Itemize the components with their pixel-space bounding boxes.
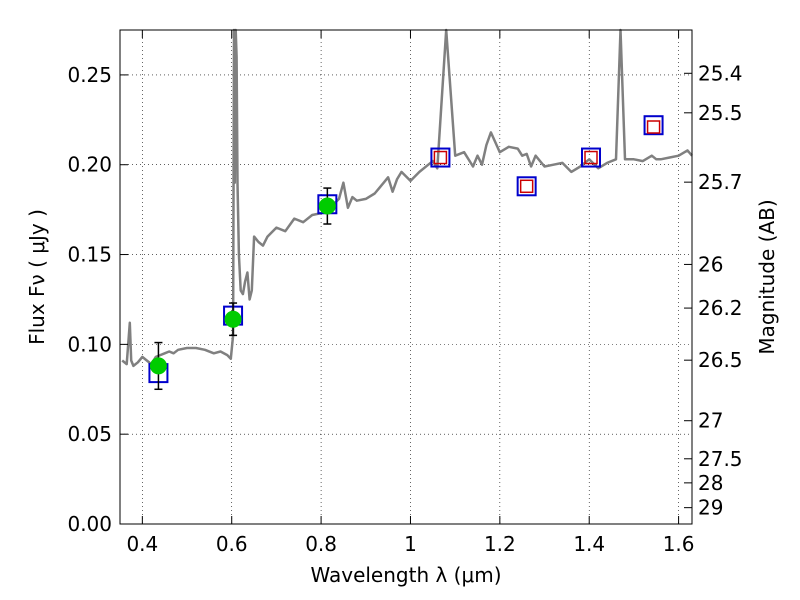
- y-tick-label: 0.15: [67, 243, 112, 267]
- observed-point: [318, 197, 336, 215]
- right-tick-label: 25.7: [698, 170, 743, 194]
- right-tick-label: 26.5: [698, 348, 743, 372]
- right-tick-label: 29: [698, 496, 723, 520]
- model-photometry-point: [430, 147, 451, 168]
- model-spectrum: [121, 28, 693, 368]
- right-tick-label: 28: [698, 471, 723, 495]
- x-tick-label: 1.6: [663, 532, 695, 556]
- model-photometry-point: [643, 115, 664, 136]
- spectrum-line: [121, 28, 693, 368]
- y-axis-left: 0.00 0.05 0.10 0.15 0.20 0.25: [67, 63, 128, 536]
- upper-limit-point: [519, 179, 534, 194]
- right-tick-label: 25.4: [698, 61, 743, 85]
- x-tick-label: 0.8: [305, 532, 337, 556]
- photometry-points: [148, 115, 664, 391]
- x-axis-label: Wavelength λ (μm): [310, 563, 501, 587]
- x-tick-label: 0.4: [126, 532, 158, 556]
- plot-frame: [119, 29, 693, 525]
- y-axis-right-label: Magnitude (AB): [755, 199, 779, 354]
- x-tick-label: 1.2: [484, 532, 516, 556]
- y-tick-label: 0.10: [67, 332, 112, 356]
- right-tick-label: 27: [698, 409, 723, 433]
- observed-point: [224, 310, 242, 328]
- x-axis: 0.4 0.6 0.8 1 1.2 1.4 1.6: [126, 30, 695, 556]
- y-tick-label: 0.05: [67, 422, 112, 446]
- observed-point: [149, 357, 167, 375]
- x-tick-label: 1.4: [573, 532, 605, 556]
- y-tick-label: 0.00: [67, 512, 112, 536]
- right-tick-label: 25.5: [698, 101, 743, 125]
- model-photometry-point: [581, 147, 602, 168]
- model-photometry-point: [516, 176, 537, 197]
- x-tick-label: 1: [404, 532, 417, 556]
- y-tick-label: 0.20: [67, 153, 112, 177]
- y-axis-label: Flux Fν ( μJy ): [25, 209, 49, 345]
- upper-limit-point: [584, 150, 598, 165]
- upper-limit-point: [433, 150, 448, 165]
- right-tick-label: 27.5: [698, 447, 743, 471]
- x-tick-label: 0.6: [216, 532, 248, 556]
- right-tick-label: 26.2: [698, 296, 743, 320]
- y-tick-label: 0.25: [67, 63, 112, 87]
- upper-limit-point: [646, 120, 661, 134]
- right-tick-label: 26: [698, 252, 723, 276]
